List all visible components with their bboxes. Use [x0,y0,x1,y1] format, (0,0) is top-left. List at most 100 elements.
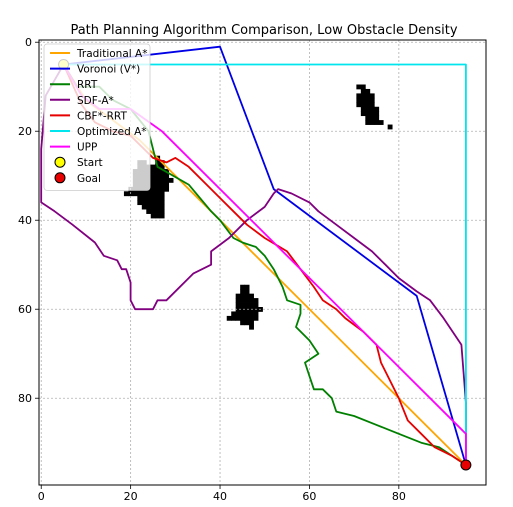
obstacle-cell [378,120,384,125]
obstacle-cell [356,97,362,103]
obstacle-cell [253,315,259,321]
obstacle-cell [226,315,232,321]
obstacle-cell [164,177,170,183]
obstacle-cell [244,284,250,290]
obstacle-cell [150,204,156,210]
obstacle-cell [240,307,246,312]
obstacle-cell [365,111,371,117]
obstacle-cell [235,311,241,317]
obstacle-cell [244,298,250,303]
obstacle-cell [155,186,161,192]
obstacle-cell [123,191,129,197]
legend-label: Optimized A* [77,126,147,138]
obstacle-cell [240,311,246,317]
plot-frame [38,39,487,486]
series-line-rrt [62,64,467,466]
obstacle-cell [360,106,366,112]
obstacle-cell [240,320,246,326]
obstacle-cell [159,200,165,206]
x-tick-label: 20 [124,490,138,503]
obstacle-cell [374,106,380,112]
obstacle-cell [150,200,156,206]
y-tick-label: 20 [18,125,32,138]
obstacle-cell [159,195,165,201]
obstacle-cell [235,298,241,303]
obstacle-cell [240,302,246,308]
obstacle-cell [244,302,250,308]
x-tick-label: 40 [213,490,227,503]
obstacle-cell [137,200,143,206]
series-line-voronoi-v [63,45,467,466]
obstacle-cell [155,213,161,219]
obstacle-cell [365,102,371,108]
obstacle-cell [155,160,161,165]
obstacle-cell [141,191,147,197]
obstacle-cell [360,84,366,90]
obstacle-cell [146,209,152,214]
obstacle-cell [150,209,156,214]
obstacle-cell [150,191,156,197]
legend-label: UPP [77,142,97,154]
series-line-optimized-a [63,63,467,465]
obstacle-cell [365,97,371,103]
obstacle-cell [159,177,165,183]
obstacle-cell [150,213,156,219]
obstacle-cell [249,324,254,330]
obstacle-cell [249,315,254,321]
legend-label: Goal [77,173,101,185]
y-tick-label: 0 [25,36,32,49]
obstacle-cell [249,298,254,303]
obstacle-cell [249,311,254,317]
y-tick-label: 40 [18,214,32,227]
legend-label: Voronoi (V*) [77,64,140,76]
obstacle-cell [369,106,375,112]
obstacle-cell [240,298,246,303]
obstacle-cell [150,169,156,174]
obstacle-cell [155,200,161,206]
obstacle-cell [155,177,161,183]
legend: Traditional A* Voronoi (V*) RRT SDF-A* CBF*-… [43,43,151,191]
obstacle-cell [369,93,375,99]
obstacle-cell [249,293,254,299]
obstacle-cell [365,120,371,125]
obstacle-cell [159,209,165,214]
obstacle-cell [231,315,237,321]
x-tick-label: 0 [38,490,45,503]
obstacle-cell [244,311,250,317]
obstacle-cell [155,173,161,179]
y-tick-label: 60 [18,303,32,316]
obstacle-cell [146,195,152,201]
obstacle-cell [240,289,246,295]
obstacle-cell [360,93,366,99]
obstacle-cell [164,186,170,192]
obstacle-cell [387,124,393,130]
obstacle-cell [150,186,156,192]
goal-marker [460,459,472,471]
obstacle-cell [369,115,375,121]
obstacle-cell [159,164,165,170]
obstacle-cell [240,315,246,321]
obstacle-cell [365,88,371,94]
obstacle-cell [146,204,152,210]
obstacle-cell [240,293,246,299]
obstacle-cell [360,111,366,117]
obstacle-cell [356,93,362,99]
tick-layer: 0 20 40 60 80 0 20 40 60 80 [18,36,406,503]
obstacle-cell [365,115,371,121]
obstacle-layer [123,84,393,330]
chart-title: Path Planning Algorithm Comparison, Low … [70,23,457,38]
obstacle-cell [159,204,165,210]
obstacle-cell [235,315,241,321]
obstacle-cell [360,97,366,103]
obstacle-cell [150,195,156,201]
obstacle-cell [369,120,375,125]
obstacle-cell [164,173,170,179]
obstacle-cell [168,177,174,183]
obstacle-cell [132,191,138,197]
legend-label: Start [77,157,103,169]
obstacle-cell [155,209,161,214]
obstacle-cell [365,93,371,99]
obstacle-cell [150,177,156,183]
obstacle-cell [155,182,161,188]
